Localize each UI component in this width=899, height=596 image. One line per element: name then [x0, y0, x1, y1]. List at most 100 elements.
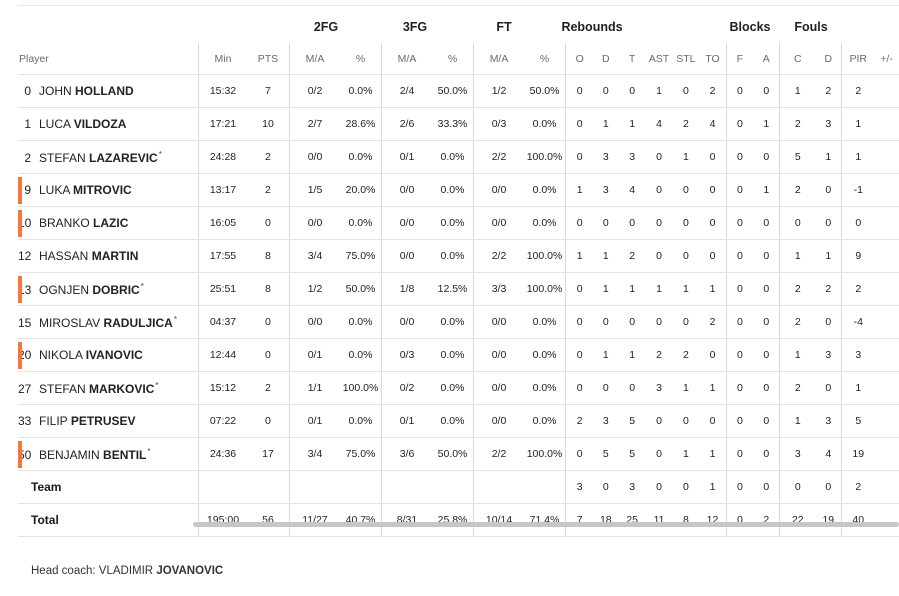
player-last-name[interactable]: MARTIN [91, 249, 139, 263]
cell-pir: 3 [841, 338, 875, 372]
cell-ast: 11 [645, 503, 673, 537]
row-marker [18, 177, 22, 204]
cell-ft-pct: 0.0% [523, 305, 566, 339]
cell-ast: 1 [645, 74, 673, 108]
cell-blk-a: 0 [753, 470, 780, 504]
player-last-name[interactable]: BENTIL [103, 447, 147, 462]
cell-fg3-pct: 0.0% [431, 338, 474, 372]
cell-fg2-pct: 75.0% [339, 239, 382, 273]
group-3fg: 3FG [402, 20, 428, 34]
cell-reb-d: 0 [592, 470, 619, 504]
player-row[interactable]: 2 STEFAN LAZAREVIC* 24:28 2 0/0 0.0% 0/1 0.0% 2/… [18, 140, 899, 174]
cell-ft-ma: 0/0 [473, 404, 524, 438]
cell-blk-a: 0 [753, 338, 780, 372]
group-ft: FT [496, 20, 512, 34]
cell-ft-ma: 10/14 [473, 503, 524, 537]
cell-reb-o: 2 [565, 404, 593, 438]
cell-foul-c: 2 [779, 107, 816, 141]
player-first-name: STEFAN [39, 150, 86, 165]
cell-pir: -1 [841, 173, 875, 207]
cell-pts: 2 [246, 371, 290, 405]
cell-fg2-ma: 1/5 [289, 173, 340, 207]
cell-min: 16:05 [198, 206, 247, 240]
cell-reb-t: 1 [618, 107, 646, 141]
cell-reb-o: 1 [565, 239, 593, 273]
cell-blk-f: 0 [725, 503, 754, 537]
cell-ft-pct: 100.0% [523, 140, 566, 174]
cell-stl: 1 [672, 437, 700, 471]
cell-foul-c: 0 [779, 470, 816, 504]
player-last-name[interactable]: HOLLAND [75, 84, 134, 98]
player-row[interactable]: 12 HASSAN MARTIN 17:55 8 3/4 75.0% 0/0 0.0% 2/2 1… [18, 239, 899, 273]
cell-fg2-pct: 0.0% [339, 140, 382, 174]
cell-foul-d: 3 [815, 107, 842, 141]
cell-reb-o: 0 [565, 74, 593, 108]
cell-blk-f: 0 [725, 239, 754, 273]
player-name-cell: 13 OGNJEN DOBRIC* [18, 272, 199, 306]
player-row[interactable]: 0 JOHN HOLLAND 15:32 7 0/2 0.0% 2/4 50.0% 1/2 50.… [18, 74, 899, 108]
cell-pts [246, 470, 290, 504]
player-last-name[interactable]: LAZAREVIC [89, 150, 158, 165]
player-name-cell: 1 LUCA VILDOZA [18, 107, 199, 141]
team-label: Team [18, 470, 199, 504]
player-row[interactable]: 27 STEFAN MARKOVIC* 15:12 2 1/1 100.0% 0/2 0.0%… [18, 371, 899, 405]
player-last-name[interactable]: RADULJICA [103, 315, 173, 330]
col-player: Player [18, 43, 199, 75]
cell-ast: 0 [645, 140, 673, 174]
player-last-name[interactable]: LAZIC [93, 216, 129, 230]
cell-ast: 0 [645, 173, 673, 207]
cell-foul-c: 1 [779, 404, 816, 438]
jersey-number: 0 [24, 84, 31, 98]
cell-foul-d: 3 [815, 338, 842, 372]
cell-plus-minus [874, 503, 899, 537]
cell-fg2-pct: 28.6% [339, 107, 382, 141]
player-name-cell: 9 LUKA MITROVIC [18, 173, 199, 207]
cell-pts: 2 [246, 140, 290, 174]
player-first-name: NIKOLA [39, 348, 83, 362]
player-first-name: JOHN [39, 84, 72, 98]
cell-ft-ma: 0/0 [473, 305, 524, 339]
cell-fg2-pct: 0.0% [339, 206, 382, 240]
cell-to: 12 [699, 503, 727, 537]
cell-plus-minus [874, 437, 899, 471]
cell-foul-d: 0 [815, 206, 842, 240]
player-last-name[interactable]: MITROVIC [73, 183, 132, 197]
column-header-row: Player Min PTS M/A % M/A % M/A % O D T A… [18, 43, 899, 75]
cell-plus-minus [874, 404, 899, 438]
player-row[interactable]: 50 BENJAMIN BENTIL* 24:36 17 3/4 75.0% 3/6 50.0… [18, 437, 899, 471]
cell-blk-a: 1 [753, 173, 780, 207]
cell-fg2-ma: 0/2 [289, 74, 340, 108]
cell-reb-o: 0 [565, 206, 593, 240]
col-foul-c: C [779, 43, 816, 75]
cell-reb-t: 1 [618, 272, 646, 306]
player-row[interactable]: 10 BRANKO LAZIC 16:05 0 0/0 0.0% 0/0 0.0% 0/0 0.0… [18, 206, 899, 240]
player-last-name[interactable]: PETRUSEV [70, 414, 136, 428]
player-last-name[interactable]: MARKOVIC [89, 381, 155, 396]
player-last-name[interactable]: IVANOVIC [85, 348, 143, 362]
col-ft-pct: % [523, 43, 566, 75]
player-row[interactable]: 15 MIROSLAV RADULJICA* 04:37 0 0/0 0.0% 0/0 0.0… [18, 305, 899, 339]
cell-reb-d: 1 [592, 272, 619, 306]
cell-plus-minus [874, 239, 899, 273]
player-row[interactable]: 20 NIKOLA IVANOVIC 12:44 0 0/1 0.0% 0/3 0.0% 0/0… [18, 338, 899, 372]
col-foul-d: D [815, 43, 842, 75]
col-blk-a: A [753, 43, 780, 75]
player-row[interactable]: 9 LUKA MITROVIC 13:17 2 1/5 20.0% 0/0 0.0% 0/0 0.… [18, 173, 899, 207]
jersey-number: 2 [24, 150, 31, 165]
cell-min: 12:44 [198, 338, 247, 372]
player-last-name[interactable]: VILDOZA [73, 117, 127, 131]
cell-ast: 0 [645, 239, 673, 273]
cell-fg3-pct: 0.0% [431, 305, 474, 339]
player-row[interactable]: 33 FILIP PETRUSEV 07:22 0 0/1 0.0% 0/1 0.0% 0/0 0… [18, 404, 899, 438]
player-row[interactable]: 13 OGNJEN DOBRIC* 25:51 8 1/2 50.0% 1/8 12.5% 3/… [18, 272, 899, 306]
total-row: Total 195:00 56 11/27 40.7% 8/31 25.8% 10/14 71.… [18, 503, 899, 537]
row-marker [18, 441, 22, 468]
cell-blk-a: 1 [753, 107, 780, 141]
cell-foul-c: 2 [779, 272, 816, 306]
player-last-name[interactable]: DOBRIC [92, 282, 140, 297]
cell-reb-o: 3 [565, 470, 593, 504]
player-name-cell: 15 MIROSLAV RADULJICA* [18, 305, 199, 339]
player-row[interactable]: 1 LUCA VILDOZA 17:21 10 2/7 28.6% 2/6 33.3% 0/3 0… [18, 107, 899, 141]
horizontal-scrollbar[interactable] [193, 522, 899, 527]
cell-reb-t: 1 [618, 338, 646, 372]
